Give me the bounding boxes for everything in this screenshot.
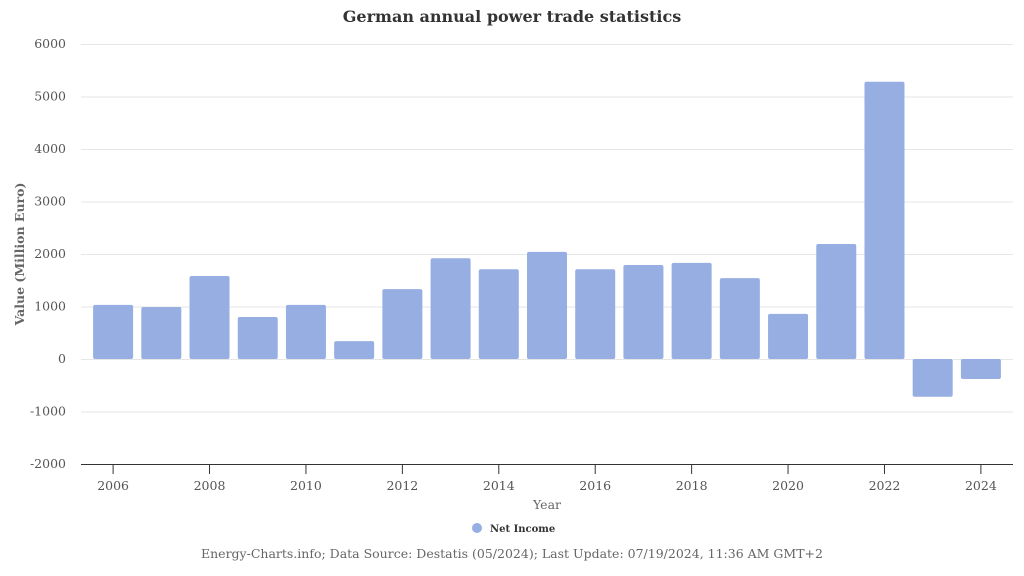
bar-2011[interactable] <box>334 341 375 359</box>
y-axis-label: Value (Million Euro) <box>12 183 27 327</box>
bar-2020[interactable] <box>768 313 809 359</box>
bar-2013[interactable] <box>430 258 471 359</box>
y-tick-label: -2000 <box>30 456 66 471</box>
bar-2024[interactable] <box>960 359 1001 379</box>
legend-item-net-income[interactable]: Net Income <box>490 524 555 535</box>
bar-2009[interactable] <box>237 317 278 359</box>
y-tick-label: 2000 <box>34 246 66 261</box>
bar-2017[interactable] <box>623 265 664 359</box>
x-tick-label: 2022 <box>869 478 901 493</box>
bar-2018[interactable] <box>671 262 712 359</box>
bar-2019[interactable] <box>719 278 760 359</box>
legend-marker <box>472 523 482 533</box>
bar-2006[interactable] <box>93 304 134 359</box>
bar-2010[interactable] <box>285 304 326 359</box>
x-tick-label: 2024 <box>965 478 997 493</box>
bar-2021[interactable] <box>816 244 857 359</box>
bar-2007[interactable] <box>141 307 182 359</box>
y-tick-label: 1000 <box>34 299 66 314</box>
bar-2012[interactable] <box>382 289 423 359</box>
y-tick-label: 5000 <box>34 89 66 104</box>
bar-2014[interactable] <box>478 269 519 359</box>
y-tick-label: 4000 <box>34 141 66 156</box>
bar-2015[interactable] <box>527 251 567 359</box>
bar-2023[interactable] <box>912 359 953 397</box>
bar-2016[interactable] <box>575 269 616 359</box>
bar-2008[interactable] <box>189 276 230 359</box>
y-tick-label: 6000 <box>34 36 66 51</box>
x-tick-label: 2012 <box>386 478 418 493</box>
y-tick-label: 0 <box>58 351 66 366</box>
x-tick-label: 2014 <box>483 478 515 493</box>
x-tick-label: 2010 <box>290 478 322 493</box>
y-tick-label: 3000 <box>34 194 66 209</box>
x-tick-label: 2006 <box>97 478 129 493</box>
x-tick-label: 2016 <box>579 478 611 493</box>
y-tick-label: -1000 <box>30 404 66 419</box>
x-tick-label: 2018 <box>676 478 708 493</box>
x-tick-label: 2008 <box>194 478 226 493</box>
x-tick-label: 2020 <box>772 478 804 493</box>
x-axis-label: Year <box>532 497 561 512</box>
footer-credits: Energy-Charts.info; Data Source: Destati… <box>201 546 823 561</box>
chart-title: German annual power trade statistics <box>343 7 681 26</box>
bar-2022[interactable] <box>864 81 905 360</box>
